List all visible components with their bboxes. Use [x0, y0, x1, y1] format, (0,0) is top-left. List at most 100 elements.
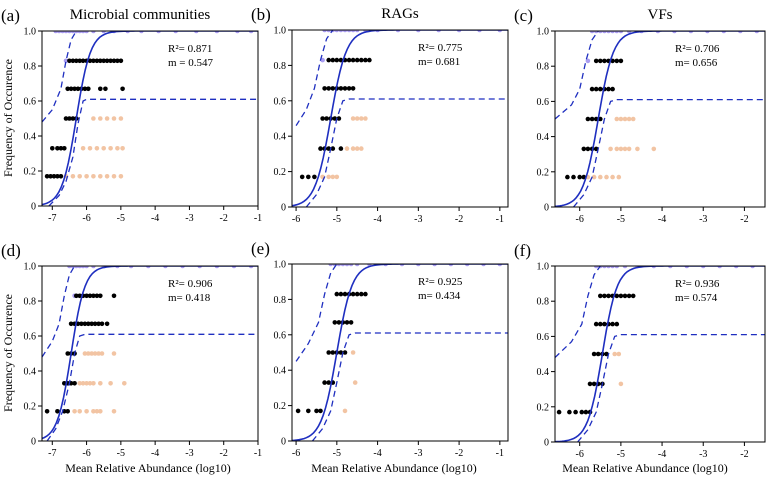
data-point-below	[342, 408, 348, 414]
data-point-neutral	[104, 321, 110, 327]
x-axis-label-right: Mean Relative Abundance (log10)	[562, 461, 728, 475]
data-point-below	[344, 146, 350, 151]
data-point-neutral	[104, 58, 110, 64]
data-point-above	[74, 266, 79, 269]
data-point-below	[354, 146, 360, 151]
data-point-neutral	[598, 86, 603, 92]
y-tick-label: 0.4	[24, 367, 37, 378]
plot-frame	[41, 265, 259, 442]
data-point-neutral	[330, 57, 336, 63]
series-above	[320, 30, 503, 63]
data-point-neutral	[55, 174, 60, 179]
data-point-neutral	[312, 174, 317, 180]
data-point-neutral	[602, 58, 607, 64]
data-point-neutral	[318, 146, 323, 151]
data-point-above	[77, 266, 82, 269]
data-point-below	[604, 174, 609, 180]
series-below	[342, 350, 358, 414]
y-tick-label: 0.6	[274, 96, 287, 107]
data-point-neutral	[68, 86, 74, 92]
data-point-below	[614, 146, 620, 152]
panel-f: 0 0.2 0.4 0.6 0.8 1.0 -6 -5 -4 -3 -2 (f) R²= 0.936 m=…	[514, 241, 766, 460]
data-point-above	[618, 31, 624, 34]
y-tick-label: 0	[31, 437, 36, 448]
data-point-neutral	[77, 293, 82, 299]
data-point-below	[598, 174, 603, 180]
data-point-below	[612, 351, 617, 357]
fit-curve	[42, 31, 258, 206]
x-tick-label: -5	[617, 214, 625, 225]
data-point-neutral	[87, 293, 93, 299]
x-tick-label: -3	[414, 214, 422, 225]
data-point-below	[626, 146, 632, 152]
data-point-neutral	[598, 321, 603, 327]
y-tick-label: 0.4	[537, 367, 550, 378]
data-point-neutral	[598, 58, 603, 64]
y-tick-label: 0.2	[274, 401, 287, 412]
data-point-below	[118, 174, 124, 179]
y-tick-label: 0.6	[274, 330, 287, 341]
x-axis-label-left: Mean Relative Abundance (log10)	[65, 461, 231, 475]
data-point-above	[602, 266, 607, 269]
y-axis-label-top: Frequency of Occurence	[1, 59, 15, 177]
x-tick-label: -4	[658, 214, 666, 225]
data-point-neutral	[359, 291, 364, 297]
plot-frame	[291, 263, 509, 442]
plot-frame	[554, 30, 766, 208]
x-tick-label: -3	[185, 448, 193, 459]
confidence-bound-upper	[42, 266, 76, 358]
panel-c: 0 0.2 0.4 0.6 0.8 1.0 -6 -5 -4 -3 -2 (c) VFs R²= 0.70…	[514, 6, 766, 225]
data-point-neutral	[65, 409, 70, 414]
data-point-neutral	[70, 116, 76, 121]
data-point-above	[70, 266, 76, 269]
data-point-neutral	[630, 293, 636, 299]
r-squared-label: R²= 0.871	[168, 43, 212, 55]
data-point-below	[622, 146, 628, 152]
y-tick-label: 0.6	[537, 332, 550, 343]
y-tick-label: 1.0	[274, 26, 287, 37]
data-point-below	[84, 381, 89, 386]
data-point-neutral	[585, 146, 591, 152]
fit-curve	[42, 266, 258, 440]
x-tick-label: -6	[82, 213, 90, 224]
data-point-neutral	[595, 351, 601, 357]
data-point-below	[80, 381, 86, 386]
data-point-above	[60, 31, 65, 34]
data-point-above	[598, 31, 603, 34]
data-point-below	[89, 351, 94, 356]
data-point-neutral	[120, 86, 125, 92]
data-point-neutral	[326, 57, 332, 63]
x-tick-label: -1	[254, 448, 262, 459]
panel-title: Microbial communities	[70, 7, 211, 23]
data-point-neutral	[68, 321, 74, 327]
panel-b: 0 0.2 0.4 0.6 0.8 1.0 -6 -5 -4 -3 -2 -1 (b) RAGs R²= 0…	[251, 5, 509, 225]
data-point-neutral	[614, 58, 620, 64]
data-point-neutral	[65, 86, 70, 92]
data-point-neutral	[350, 57, 356, 63]
data-point-neutral	[91, 58, 96, 64]
panel-e: 0 0.2 0.4 0.6 0.8 1.0 -6 -5 -4 -3 -2 -1 (e) R²= 0.925…	[251, 239, 509, 459]
data-point-neutral	[336, 116, 342, 121]
confidence-bound-lower	[48, 98, 258, 206]
data-point-below	[72, 409, 77, 414]
x-tick-label: -6	[576, 449, 584, 460]
data-point-neutral	[622, 293, 628, 299]
x-tick-label: -5	[617, 449, 625, 460]
data-point-neutral	[602, 321, 607, 327]
data-point-below	[359, 116, 364, 121]
data-point-neutral	[330, 146, 336, 151]
data-point-neutral	[82, 321, 88, 327]
confidence-bound-upper	[295, 30, 334, 126]
data-point-above	[348, 264, 354, 267]
data-point-above	[622, 266, 628, 269]
data-point-above	[614, 266, 620, 269]
data-point-below	[591, 174, 597, 180]
data-point-above	[67, 31, 72, 34]
data-point-neutral	[51, 174, 57, 179]
series-neutral	[44, 58, 125, 179]
data-point-neutral	[556, 409, 562, 415]
data-point-below	[122, 381, 127, 386]
data-point-neutral	[338, 291, 344, 297]
panel-label: (e)	[251, 239, 270, 258]
data-point-neutral	[92, 321, 98, 327]
